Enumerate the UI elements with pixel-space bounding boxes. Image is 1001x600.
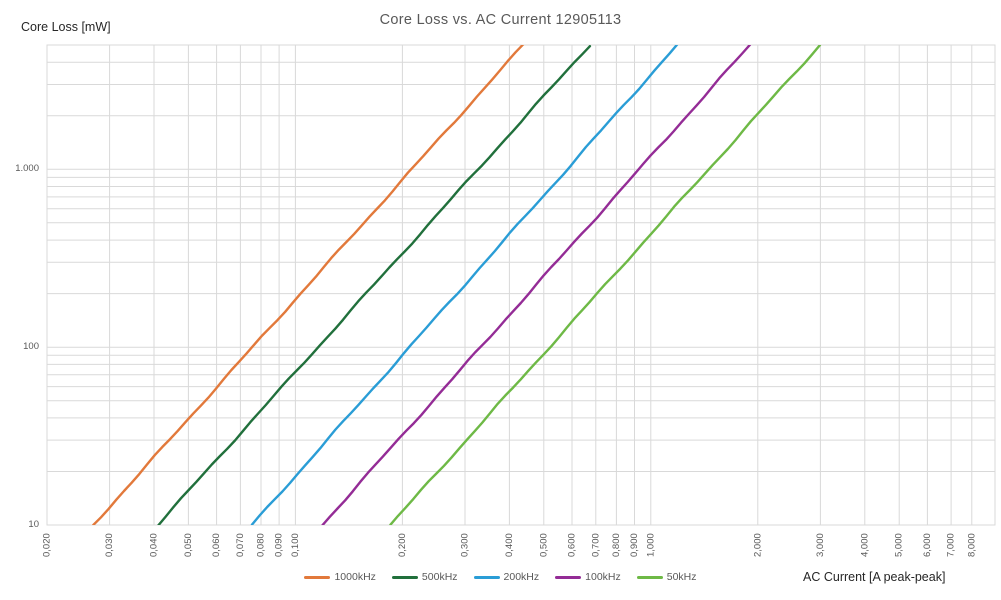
legend-label: 200kHz bbox=[503, 571, 540, 583]
x-tick-label: 0,060 bbox=[211, 533, 223, 557]
x-tick-label: 0,600 bbox=[566, 533, 578, 557]
x-tick-label: 0,400 bbox=[503, 533, 515, 557]
y-tick-label: 10 bbox=[28, 519, 39, 530]
x-tick-label: 4,000 bbox=[859, 533, 871, 557]
legend-item-500khz: 500kHz bbox=[391, 571, 458, 583]
y-tick-label: 1.000 bbox=[15, 163, 39, 174]
x-axis-title: AC Current [A peak-peak] bbox=[803, 570, 946, 584]
x-tick-label: 0,900 bbox=[629, 533, 640, 557]
legend-item-200khz: 200kHz bbox=[473, 571, 540, 583]
y-axis-title: Core Loss [mW] bbox=[21, 20, 111, 34]
x-tick-label: 0,700 bbox=[590, 533, 602, 557]
legend-swatch bbox=[636, 575, 663, 579]
x-tick-label: 3,000 bbox=[814, 533, 826, 557]
x-tick-label: 0,020 bbox=[41, 533, 53, 557]
x-tick-label: 1,000 bbox=[645, 533, 657, 557]
x-tick-label: 0,040 bbox=[148, 533, 160, 557]
legend-swatch bbox=[391, 575, 418, 579]
x-tick-label: 5,000 bbox=[893, 533, 905, 557]
y-tick-label: 100 bbox=[23, 341, 39, 352]
legend-swatch bbox=[304, 575, 331, 579]
series-line-500khz bbox=[157, 45, 592, 525]
legend-label: 500kHz bbox=[421, 571, 458, 583]
legend-swatch bbox=[555, 575, 582, 579]
x-tick-label: 0,500 bbox=[538, 533, 550, 557]
legend-label: 1000kHz bbox=[334, 571, 376, 583]
series-line-50khz bbox=[389, 45, 822, 525]
x-tick-label: 7,000 bbox=[945, 533, 957, 557]
x-tick-label: 0,050 bbox=[182, 533, 194, 557]
legend-label: 50kHz bbox=[666, 571, 697, 583]
x-tick-label: 8,000 bbox=[966, 533, 978, 557]
x-tick-label: 0,080 bbox=[255, 533, 267, 557]
x-tick-label: 2,000 bbox=[752, 533, 764, 557]
x-tick-label: 0,800 bbox=[610, 533, 622, 557]
x-tick-label: 0,200 bbox=[396, 533, 408, 557]
x-tick-label: 0,030 bbox=[104, 533, 116, 557]
legend: 1000kHz 500kHz 200kHz 100kHz 50kHz bbox=[0, 571, 1001, 583]
series-line-1000khz bbox=[92, 45, 525, 525]
plot-border bbox=[46, 44, 996, 526]
legend-item-50khz: 50kHz bbox=[636, 571, 697, 583]
legend-label: 100kHz bbox=[585, 571, 621, 583]
x-tick-label: 6,000 bbox=[921, 533, 933, 557]
x-tick-label: 0,300 bbox=[459, 533, 471, 557]
legend-item-1000khz: 1000kHz bbox=[304, 571, 376, 583]
legend-item-100khz: 100kHz bbox=[555, 571, 621, 583]
chart-title: Core Loss vs. AC Current 12905113 bbox=[379, 12, 622, 28]
series-line-100khz bbox=[321, 45, 752, 525]
x-tick-label: 0,070 bbox=[234, 533, 246, 557]
x-tick-label: 0,090 bbox=[273, 533, 285, 557]
x-tick-label: 0,100 bbox=[289, 533, 301, 557]
series-line-200khz bbox=[250, 45, 679, 525]
legend-swatch bbox=[473, 575, 500, 579]
